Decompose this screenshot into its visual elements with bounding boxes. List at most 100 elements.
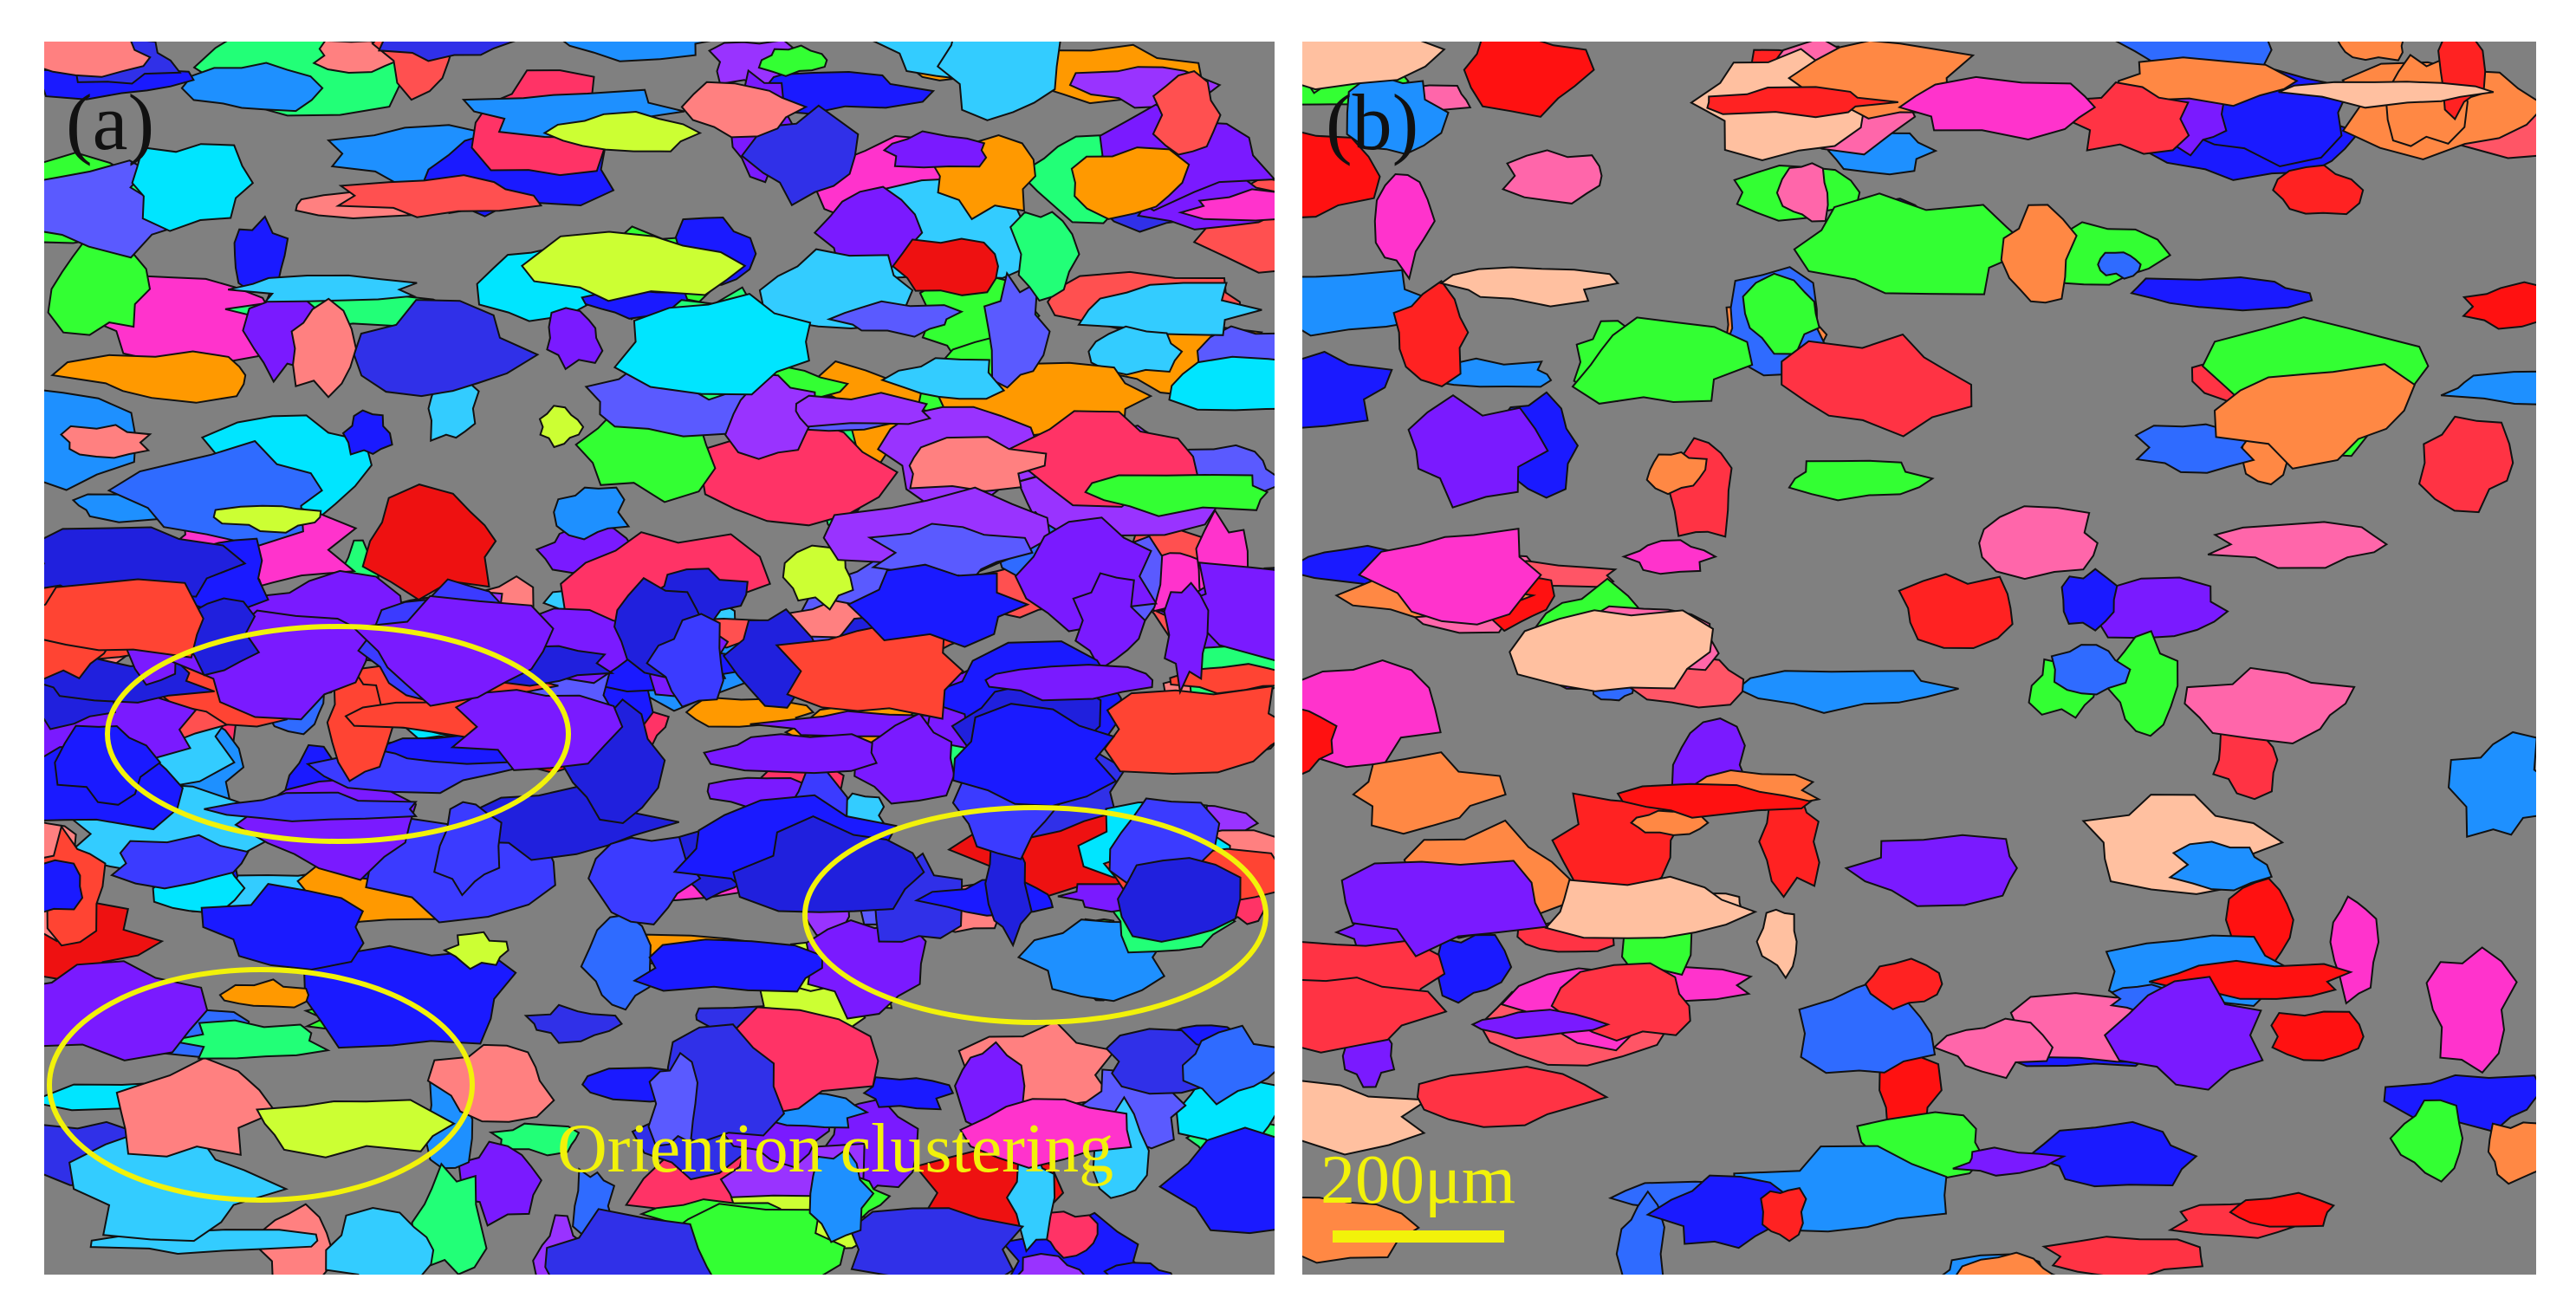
scale-bar-label: 200μm	[1320, 1142, 1515, 1218]
cluster-ellipse	[802, 805, 1269, 1025]
grain	[325, 1206, 435, 1275]
grain	[1072, 572, 1146, 671]
grain	[290, 297, 357, 399]
grain	[1509, 609, 1715, 692]
grain	[952, 703, 1118, 808]
grain	[200, 883, 365, 971]
grain	[1163, 581, 1210, 696]
grain	[847, 563, 1030, 648]
grain	[879, 357, 1006, 400]
grain	[50, 350, 247, 404]
grain	[632, 938, 824, 993]
grain	[1438, 266, 1620, 308]
grain	[488, 1122, 581, 1157]
grain	[908, 436, 1048, 492]
grain	[255, 1099, 457, 1158]
grain	[2278, 81, 2495, 109]
grain	[1844, 834, 2018, 907]
grain	[180, 62, 324, 113]
grain	[204, 791, 419, 822]
grain	[2060, 568, 2119, 632]
grain	[587, 835, 702, 925]
grain	[862, 1076, 955, 1111]
grain	[544, 1208, 713, 1275]
grain	[1706, 86, 1898, 119]
grain	[1898, 573, 2014, 650]
grain	[2118, 56, 2299, 107]
grain	[1407, 393, 1549, 509]
grain	[1501, 149, 1603, 204]
grain	[562, 42, 711, 62]
grain	[808, 1147, 875, 1243]
grain	[892, 237, 999, 296]
grain	[1755, 908, 1798, 980]
grain	[1302, 708, 1338, 776]
grain	[542, 110, 703, 153]
grain	[351, 594, 555, 707]
grain	[450, 689, 624, 771]
grain	[1898, 75, 2097, 141]
grain	[553, 486, 631, 541]
grain	[723, 373, 817, 460]
grain	[44, 859, 84, 913]
grain	[1103, 1262, 1173, 1275]
grain	[1781, 333, 1973, 438]
grain	[1084, 473, 1269, 517]
grain	[1077, 282, 1262, 336]
grain	[1392, 280, 1470, 387]
grain	[1302, 659, 1442, 769]
grain	[2130, 276, 2313, 312]
grain	[1373, 172, 1436, 281]
grain	[1978, 505, 2099, 581]
grain	[1087, 325, 1184, 376]
grain	[2417, 415, 2514, 514]
grain	[1178, 188, 1275, 222]
grain	[1357, 527, 1542, 626]
annotation: Oriention clustering	[557, 1111, 1113, 1187]
grain	[1775, 162, 1829, 223]
grain	[882, 130, 988, 169]
grain	[538, 405, 585, 449]
grain	[984, 664, 1154, 702]
grain	[2389, 1099, 2464, 1183]
grain	[2000, 204, 2078, 304]
cluster-ellipses	[47, 624, 1269, 1203]
grain	[1955, 1251, 2055, 1275]
grain	[2337, 42, 2404, 62]
grain	[2229, 1191, 2336, 1228]
grain	[131, 143, 255, 232]
grain	[442, 931, 509, 970]
grain	[1302, 977, 1448, 1054]
grain	[2168, 840, 2274, 892]
grain	[1302, 131, 1381, 218]
grain	[115, 1056, 277, 1158]
grain	[936, 42, 1061, 121]
grain	[959, 1098, 1132, 1169]
grain	[1645, 451, 1708, 496]
grain	[1571, 316, 1754, 405]
grain	[1158, 561, 1275, 662]
grain	[1009, 211, 1080, 302]
grain	[1416, 1065, 1609, 1128]
grain	[613, 293, 812, 396]
grain	[2213, 363, 2417, 470]
grain	[2050, 644, 2132, 696]
grain	[1103, 685, 1275, 776]
grain	[1158, 1126, 1275, 1235]
panel-a-grains	[44, 42, 1275, 1275]
grain	[1864, 957, 1943, 1010]
grain	[334, 174, 543, 218]
grain	[1017, 1252, 1086, 1275]
grain	[1181, 1024, 1275, 1106]
grain	[1070, 146, 1191, 220]
grain	[2270, 1010, 2365, 1061]
grain	[703, 733, 879, 775]
panel-label: (b)	[1326, 78, 1418, 166]
grain	[1302, 1196, 1420, 1264]
grain	[109, 834, 250, 890]
grain	[1470, 1009, 1611, 1040]
grain	[1760, 1186, 1807, 1243]
grain	[2207, 521, 2389, 569]
grain	[1352, 751, 1507, 835]
